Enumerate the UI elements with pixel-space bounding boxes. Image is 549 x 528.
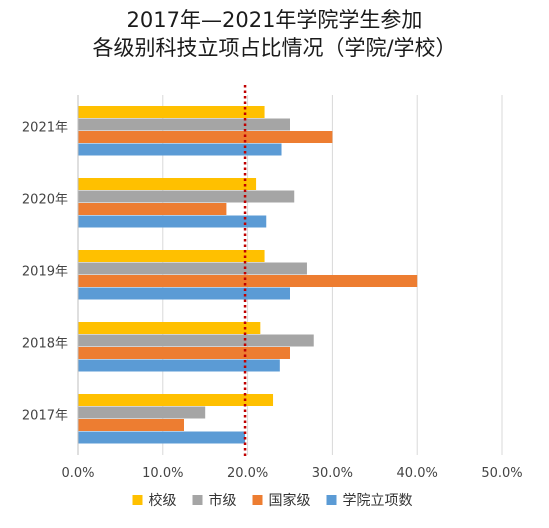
legend-swatch-学院立项数 (326, 495, 337, 505)
y-category-label: 2021年 (22, 121, 68, 136)
x-tick-label: 10.0% (142, 466, 183, 481)
bar-市级-2020年 (78, 190, 295, 203)
legend-swatch-国家级 (252, 495, 263, 505)
chart-title-line2: 各级别科技立项占比情况（学院/学校） (92, 36, 457, 60)
bar-国家级-2019年 (78, 275, 418, 287)
bar-学院立项数-2019年 (78, 287, 290, 300)
bar-学院立项数-2020年 (78, 215, 267, 228)
x-tick-label: 50.0% (481, 466, 522, 481)
legend-label-市级: 市级 (209, 492, 237, 509)
bar-校级-2018年 (78, 322, 261, 334)
bar-国家级-2021年 (78, 131, 333, 143)
bar-市级-2017年 (78, 406, 206, 419)
legend-swatch-市级 (192, 495, 203, 505)
x-tick-label: 40.0% (397, 466, 438, 481)
legend-label-国家级: 国家级 (269, 492, 311, 509)
bar-市级-2018年 (78, 334, 314, 347)
bar-校级-2021年 (78, 106, 265, 118)
legend-label-学院立项数: 学院立项数 (343, 493, 413, 509)
y-category-label: 2018年 (22, 337, 68, 352)
bar-国家级-2018年 (78, 347, 290, 359)
legend-label-校级: 校级 (149, 492, 177, 509)
bar-市级-2019年 (78, 262, 307, 275)
bar-学院立项数-2018年 (78, 359, 280, 372)
bar-校级-2019年 (78, 250, 265, 262)
bar-国家级-2020年 (78, 203, 227, 215)
x-tick-label: 0.0% (61, 466, 94, 481)
bar-国家级-2017年 (78, 419, 184, 431)
bar-市级-2021年 (78, 118, 290, 131)
x-tick-label: 20.0% (227, 466, 268, 481)
bar-校级-2020年 (78, 178, 257, 190)
y-category-label: 2019年 (22, 265, 68, 280)
bar-学院立项数-2017年 (78, 431, 246, 444)
bar-学院立项数-2021年 (78, 143, 282, 156)
x-tick-label: 30.0% (312, 466, 353, 481)
chart-title-line1: 2017年—2021年学院学生参加 (126, 8, 423, 32)
y-category-label: 2020年 (22, 193, 68, 208)
y-category-label: 2017年 (22, 409, 68, 424)
legend-swatch-校级 (132, 495, 143, 505)
bar-校级-2017年 (78, 394, 274, 406)
